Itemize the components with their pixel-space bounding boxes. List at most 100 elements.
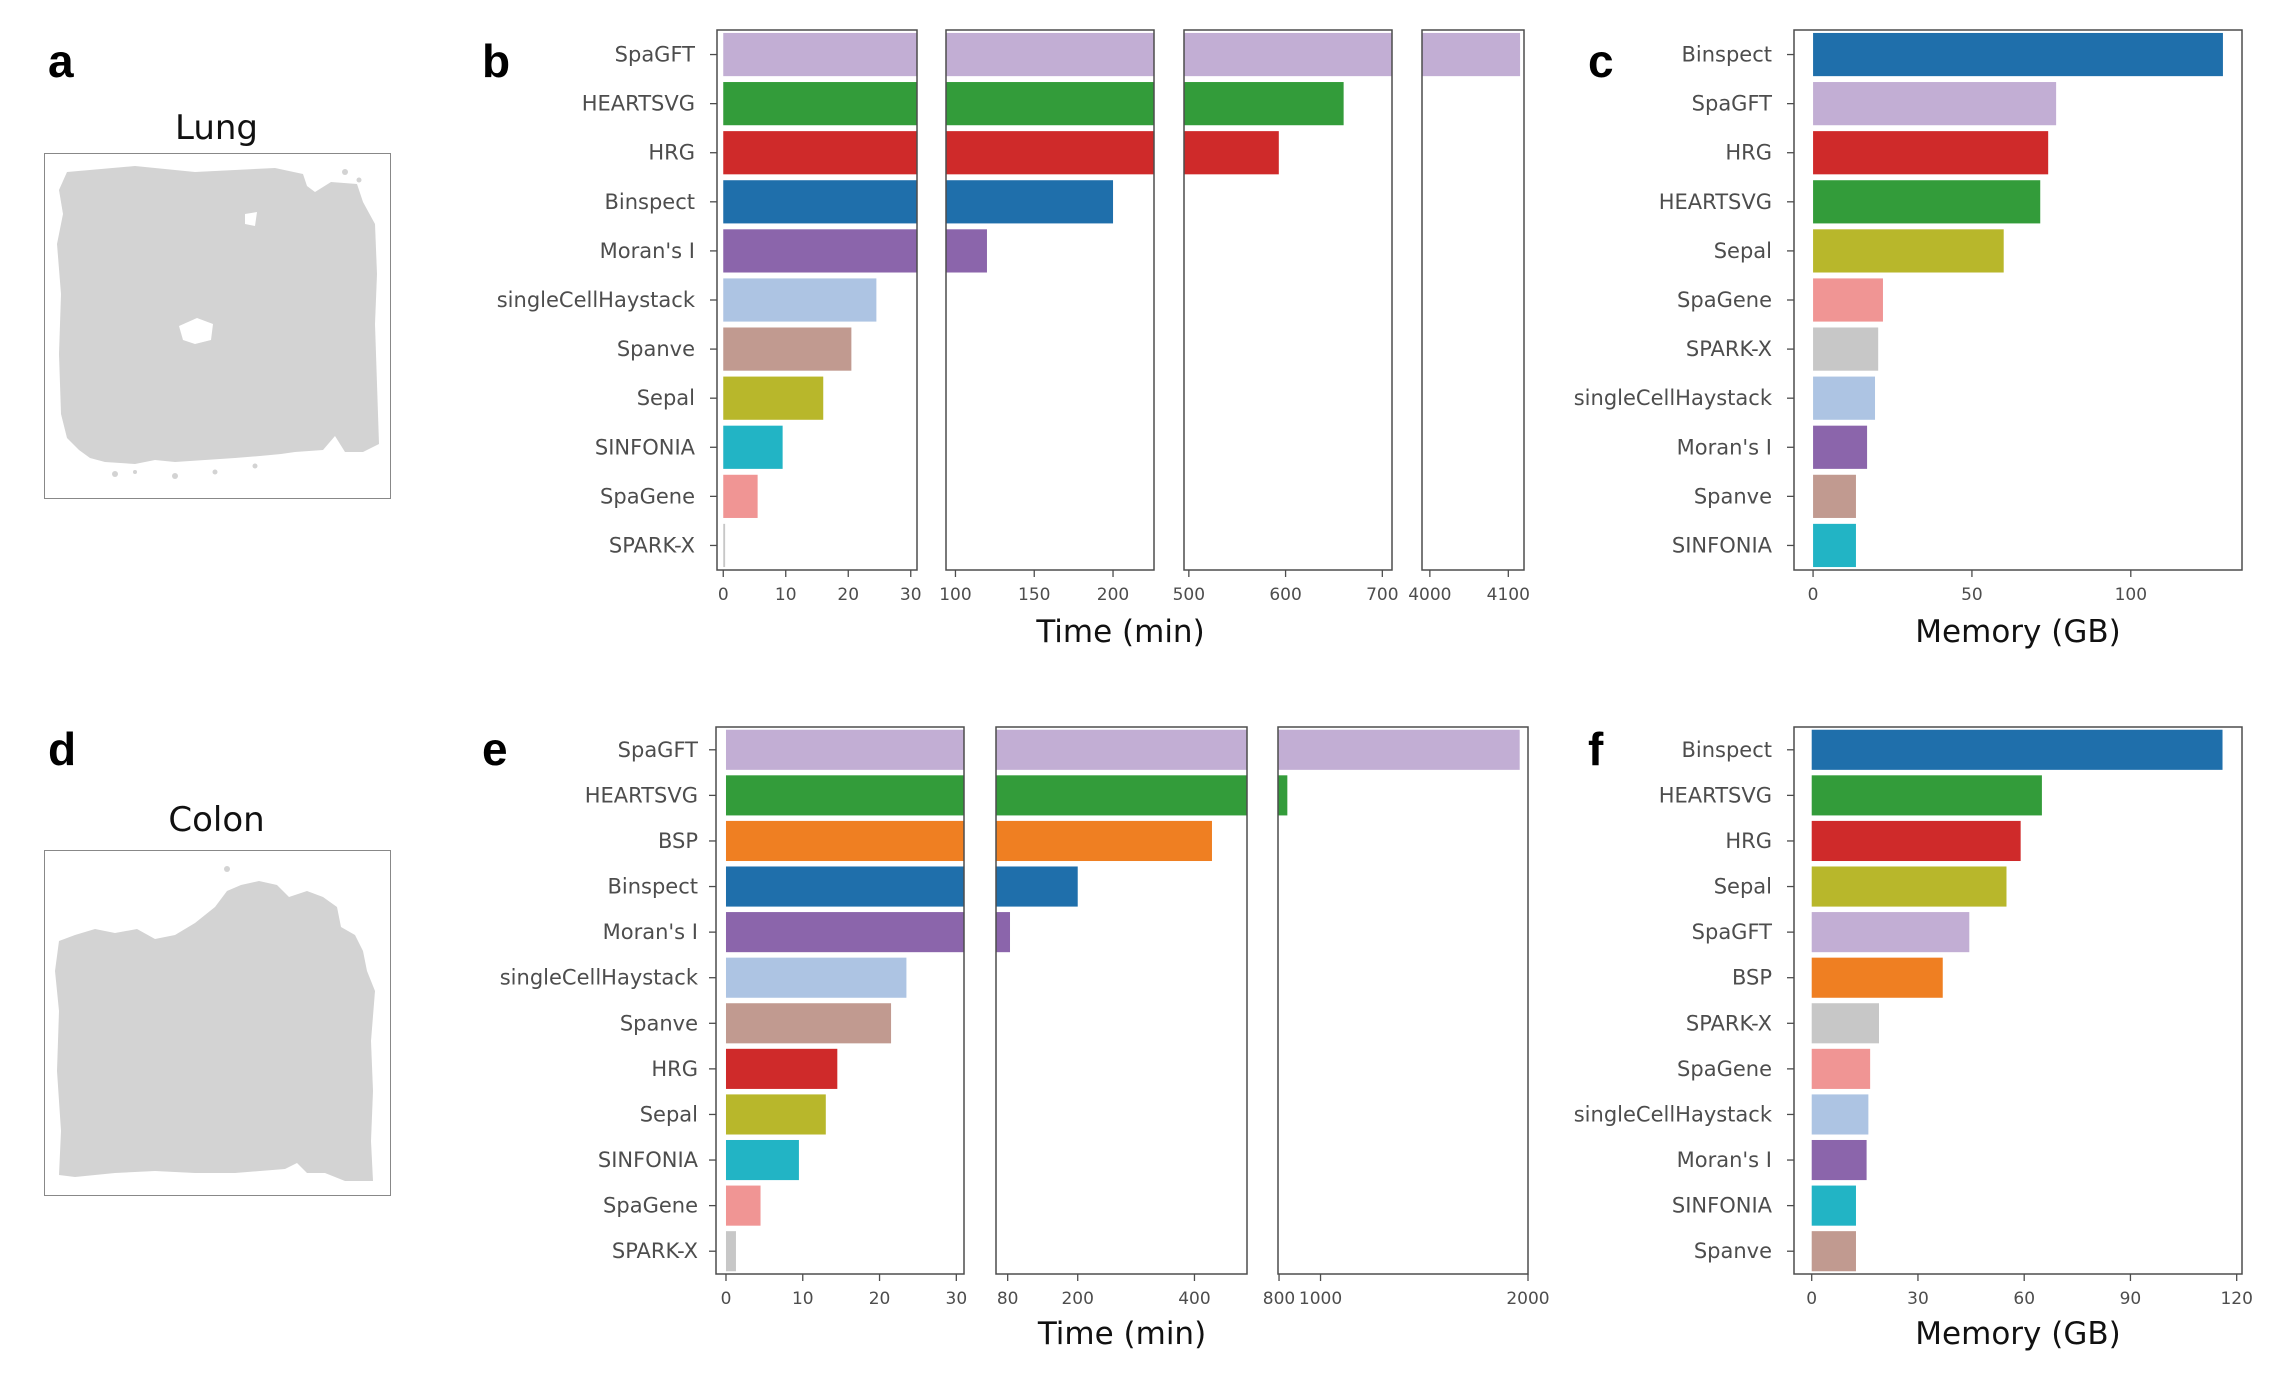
x-tick-label: 0 <box>721 1289 732 1309</box>
bar-bsp <box>996 820 1212 862</box>
panel-label-e: e <box>482 723 508 775</box>
bar-heartsvg <box>723 82 917 126</box>
x-tick-label: 60 <box>2013 1289 2035 1309</box>
panel-label-b: b <box>482 35 511 87</box>
bar-spagene <box>1813 278 1883 322</box>
bar-spagft <box>723 32 917 77</box>
bar-singlecellhaystack <box>1811 1094 1869 1135</box>
bar-spagft <box>1422 32 1521 77</box>
bar-spark-x <box>725 1231 736 1272</box>
y-tick-label: Sepal <box>1714 239 1772 263</box>
y-tick-label: Sepal <box>1714 875 1772 899</box>
y-tick-label: HEARTSVG <box>585 783 698 807</box>
x-tick-label: 50 <box>1961 585 1983 605</box>
bar-singlecellhaystack <box>723 278 877 322</box>
chart-b-segment: 4000 4100 <box>1408 29 1530 605</box>
y-tick-label: singleCellHaystack <box>1574 386 1773 410</box>
bars-group <box>946 32 1154 273</box>
bars-group <box>725 729 964 1272</box>
y-tick-label: Spanve <box>1694 1239 1772 1263</box>
x-axis-label: Time (min) <box>1037 1316 1206 1352</box>
x-tick-label: 10 <box>792 1289 814 1309</box>
bar-spagene <box>1811 1048 1871 1089</box>
y-tick-label: SpaGFT <box>618 738 699 762</box>
chart-e-segment: 80 200 400 <box>995 726 1248 1309</box>
bar-bsp <box>725 820 964 862</box>
x-tick-label: 700 <box>1366 585 1398 605</box>
x-tick-label: 800 <box>1263 1289 1295 1309</box>
y-tick-label: SpaGene <box>1677 1057 1772 1081</box>
lung-title: Lung <box>174 108 259 148</box>
y-tick-label: HRG <box>648 141 695 165</box>
bar-spagene <box>725 1185 761 1226</box>
chart-c-segment: 0 50 100 <box>1793 29 2243 605</box>
y-tick-label: SpaGFT <box>1692 920 1773 944</box>
bar-spagene <box>723 474 758 518</box>
y-tick-label: SINFONIA <box>595 435 696 459</box>
bar-spagft <box>946 32 1154 77</box>
x-tick-label: 600 <box>1269 585 1301 605</box>
bar-sepal <box>1813 229 2004 273</box>
bar-sinfonia <box>1813 523 1856 568</box>
x-tick-label: 30 <box>900 585 922 605</box>
bar-binspect <box>723 180 917 224</box>
bar-heartsvg <box>996 775 1247 816</box>
bar-bsp <box>1811 957 1943 998</box>
y-tick-label: HEARTSVG <box>1659 783 1772 807</box>
x-tick-label: 20 <box>837 585 859 605</box>
x-tick-label: 500 <box>1173 585 1205 605</box>
x-tick-label: 80 <box>997 1289 1019 1309</box>
y-tick-label: BSP <box>1732 966 1772 990</box>
chart-c: 0 50 100 Binspect SpaGFT HRG HEARTSVG Sepal SpaG… <box>1574 29 2243 650</box>
panel-label-a: a <box>48 35 74 87</box>
bar-sepal <box>725 1094 826 1135</box>
y-tick-label: SpaGFT <box>1692 92 1773 116</box>
panel-label-c: c <box>1588 35 1614 87</box>
y-tick-label: Moran's I <box>603 920 698 944</box>
y-tick-label: SINFONIA <box>1672 533 1773 557</box>
bar-binspect <box>1813 32 2223 77</box>
panel-border <box>715 726 965 1275</box>
colon-title: Colon <box>168 800 265 840</box>
bar-spanve <box>1813 474 1856 518</box>
bar-spagft <box>725 729 964 770</box>
bars-group <box>723 32 917 568</box>
x-axis-label: Memory (GB) <box>1915 1316 2120 1352</box>
y-tick-label: SINFONIA <box>1672 1194 1773 1218</box>
y-tick-label: SINFONIA <box>598 1148 699 1172</box>
bar-binspect <box>1811 729 2223 770</box>
bar-spagft <box>996 729 1247 770</box>
bar-sinfonia <box>723 425 783 469</box>
bar-heartsvg <box>1278 775 1288 816</box>
y-tick-label: SpaGFT <box>615 43 696 67</box>
chart-f: 0 30 60 90 120 Binspect HEARTSVG HRG Sepal SpaGFT… <box>1574 726 2253 1352</box>
y-tick-label: Binspect <box>1681 738 1772 762</box>
colon-tissue-map <box>44 850 391 1196</box>
y-tick-label: HRG <box>1725 829 1772 853</box>
bar-hrg <box>1184 131 1279 175</box>
panel-label-f: f <box>1588 723 1604 775</box>
y-tick-label: Binspect <box>607 875 698 899</box>
y-tick-label: SPARK-X <box>1686 337 1772 361</box>
y-tick-label: SpaGene <box>603 1194 698 1218</box>
x-tick-label: 100 <box>2115 585 2147 605</box>
bar-spanve <box>723 327 852 371</box>
x-tick-label: 0 <box>1806 1289 1817 1309</box>
y-tick-label: Spanve <box>617 337 695 361</box>
x-tick-label: 4000 <box>1408 585 1451 605</box>
y-tick-label: HEARTSVG <box>1659 190 1772 214</box>
y-tick-label: singleCellHaystack <box>497 288 696 312</box>
y-tick-label: HRG <box>1725 141 1772 165</box>
chart-e-segment: 0 10 20 30 <box>715 726 967 1309</box>
panel-border <box>995 726 1248 1275</box>
bar-sepal <box>1811 866 2007 907</box>
bar-spark-x <box>1811 1003 1879 1044</box>
x-axis-label: Memory (GB) <box>1915 614 2120 650</box>
bar-sinfonia <box>1811 1185 1856 1226</box>
bar-binspect <box>996 866 1078 907</box>
bar-sepal <box>723 376 824 420</box>
bar-singlecellhaystack <box>725 957 907 998</box>
bar-moran-s-i <box>1811 1139 1867 1181</box>
chart-f-segment: 0 30 60 90 120 <box>1793 726 2253 1309</box>
bar-spanve <box>1811 1231 1856 1272</box>
